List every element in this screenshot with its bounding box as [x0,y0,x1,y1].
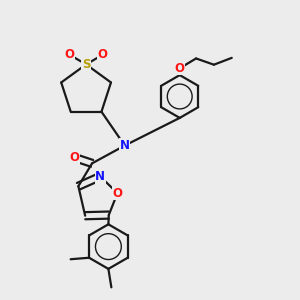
Text: O: O [175,62,185,75]
Text: O: O [98,48,107,62]
Text: O: O [69,151,79,164]
Text: N: N [95,170,105,183]
Text: O: O [65,48,75,62]
Text: O: O [112,187,122,200]
Text: S: S [82,58,90,71]
Text: N: N [120,139,130,152]
